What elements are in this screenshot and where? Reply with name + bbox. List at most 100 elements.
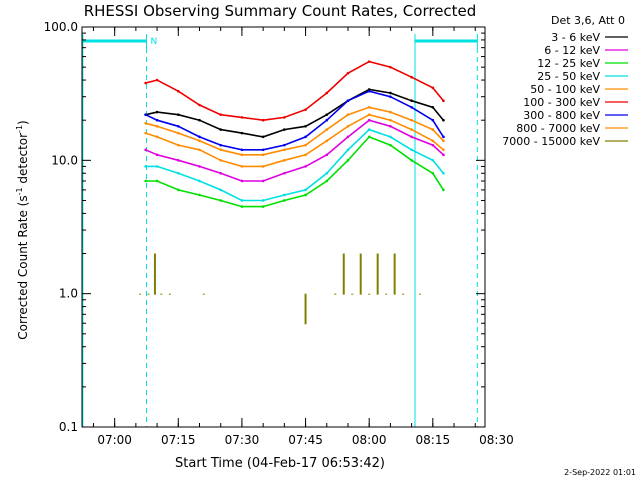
series-4-point-11 xyxy=(367,113,371,116)
legend-label-7: 800 - 7000 keV xyxy=(516,122,600,135)
y-axis-label-end: ) xyxy=(16,120,30,125)
series-3-point-10 xyxy=(346,148,350,152)
y-tick-label-2: 10.0 xyxy=(51,153,78,167)
series-2-line xyxy=(145,135,445,208)
series-0-point-14 xyxy=(431,105,435,109)
series-0-point-2 xyxy=(176,113,180,116)
series-6-point-12 xyxy=(389,95,392,99)
series-3-point-7 xyxy=(283,193,286,197)
series-6-point-1 xyxy=(155,118,159,122)
series-5-point-7 xyxy=(283,116,286,119)
series-6-line xyxy=(145,90,445,151)
series-1-line xyxy=(145,119,444,182)
x-tick-label-1: 07:15 xyxy=(161,433,196,447)
y-tick-label-3: 100.0 xyxy=(44,20,78,34)
series-5-point-13 xyxy=(410,75,413,79)
series-0-point-4 xyxy=(219,128,223,131)
series-2-point-9 xyxy=(325,179,329,183)
series-4-point-8 xyxy=(304,153,307,157)
series-8 xyxy=(139,253,422,325)
series-6-point-15 xyxy=(442,135,445,139)
series-7-point-12 xyxy=(389,110,392,114)
series-1-point-7 xyxy=(283,171,286,175)
series-7-point-5 xyxy=(240,153,244,157)
series-5-line xyxy=(145,60,445,122)
series-2-point-6 xyxy=(261,205,265,208)
series-0-point-12 xyxy=(389,91,392,95)
series-0-point-6 xyxy=(261,135,265,139)
series-5-point-9 xyxy=(325,91,329,95)
legend-label-5: 100 - 300 keV xyxy=(523,96,600,109)
series-5-point-0 xyxy=(144,81,147,85)
series-6-point-6 xyxy=(261,148,265,152)
series-2-point-14 xyxy=(431,171,435,175)
series-0-point-1 xyxy=(155,110,159,114)
series-4-point-15 xyxy=(442,148,445,152)
series-4-point-13 xyxy=(410,128,413,131)
series-2-point-7 xyxy=(283,199,286,202)
series-7-point-3 xyxy=(198,139,201,143)
series-5-point-11 xyxy=(367,60,371,63)
series-6-point-14 xyxy=(431,118,435,122)
x-tick-label-6: 08:30 xyxy=(479,433,514,447)
series-3 xyxy=(144,128,445,202)
y-axis-label-sup2: -1 xyxy=(15,125,24,133)
series-4-point-3 xyxy=(198,148,201,152)
series-5-point-8 xyxy=(304,108,307,111)
series-7-point-11 xyxy=(367,105,371,109)
series-4-point-6 xyxy=(261,165,265,168)
series-4 xyxy=(144,113,445,168)
series-4-point-2 xyxy=(176,143,180,147)
series-0-point-9 xyxy=(325,113,329,116)
series-4-point-4 xyxy=(219,159,223,162)
series-2-point-15 xyxy=(442,188,445,192)
series-2-point-8 xyxy=(304,193,307,197)
series-3-point-13 xyxy=(410,148,413,152)
series-2 xyxy=(144,135,445,208)
series-6-point-7 xyxy=(283,143,286,147)
legend-label-4: 50 - 100 keV xyxy=(530,83,600,96)
y-axis-label-mid: detector xyxy=(16,133,30,188)
series-6-point-11 xyxy=(367,89,371,93)
x-tick-label-4: 08:00 xyxy=(352,433,387,447)
legend-label-8: 7000 - 15000 keV xyxy=(502,135,600,148)
series-1-point-5 xyxy=(240,179,244,183)
night-annotation: N xyxy=(150,37,157,47)
night-intervals xyxy=(82,34,478,427)
series-6-point-9 xyxy=(325,118,329,122)
series-1-point-14 xyxy=(431,143,435,147)
series-1-point-3 xyxy=(198,165,201,168)
x-tick-label-0: 07:00 xyxy=(97,433,132,447)
series-1-point-1 xyxy=(155,153,159,157)
series-5-point-15 xyxy=(442,99,445,103)
series-6-point-13 xyxy=(410,105,413,109)
series-3-point-1 xyxy=(155,165,159,168)
series-2-point-10 xyxy=(346,159,350,162)
series-5 xyxy=(144,60,445,122)
series-4-point-1 xyxy=(155,135,159,139)
series-layer xyxy=(139,60,445,325)
series-2-point-1 xyxy=(155,179,159,183)
legend-label-1: 6 - 12 keV xyxy=(544,44,600,57)
series-2-point-4 xyxy=(219,199,223,202)
series-6-point-2 xyxy=(176,124,180,128)
series-2-point-11 xyxy=(367,135,371,139)
series-1-point-0 xyxy=(144,148,147,152)
series-5-point-2 xyxy=(176,89,180,93)
series-4-point-5 xyxy=(240,165,244,168)
series-6-point-10 xyxy=(346,99,350,103)
series-1-point-8 xyxy=(304,165,307,168)
footer-date: 2-Sep-2022 01:01 xyxy=(564,468,636,477)
y-axis-label-main: Corrected Count Rate (s xyxy=(16,195,30,339)
series-3-point-2 xyxy=(176,171,180,175)
series-7-point-13 xyxy=(410,118,413,122)
series-6-point-4 xyxy=(219,143,223,147)
series-1-point-4 xyxy=(219,171,223,175)
series-6-point-0 xyxy=(144,113,147,116)
series-2-point-2 xyxy=(176,188,180,192)
series-7-line xyxy=(145,106,444,156)
series-1-point-10 xyxy=(346,135,350,139)
